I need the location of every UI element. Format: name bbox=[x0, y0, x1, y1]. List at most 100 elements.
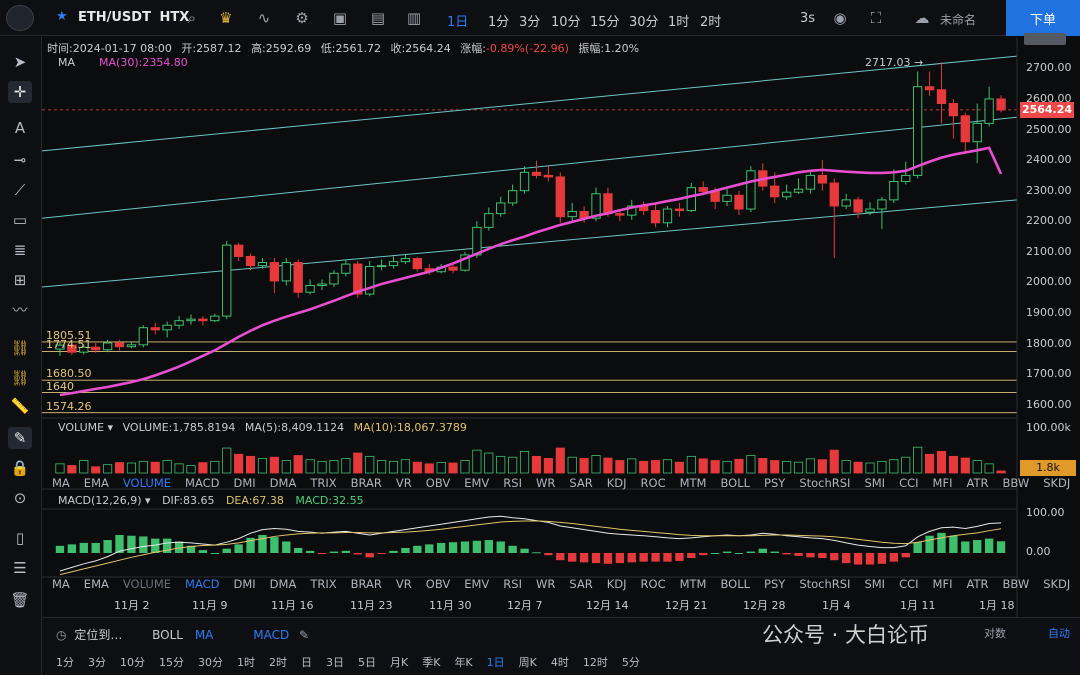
layout-name[interactable]: 未命名 bbox=[940, 13, 977, 27]
indicator-tab-dma[interactable]: DMA bbox=[269, 577, 297, 591]
candle[interactable] bbox=[531, 160, 542, 179]
indicator-tab-stochrsi[interactable]: StochRSI bbox=[799, 577, 851, 591]
indicator-tab-ma[interactable]: MA bbox=[52, 476, 70, 490]
candle[interactable] bbox=[722, 189, 732, 206]
pen-icon[interactable]: ✎ bbox=[8, 427, 32, 449]
multi-chart-icon[interactable]: ▥ bbox=[406, 9, 422, 27]
indicator-tab-vr[interactable]: VR bbox=[395, 476, 412, 490]
indicator-tab-smi[interactable]: SMI bbox=[864, 577, 886, 591]
lock-icon[interactable]: 🔒 bbox=[10, 459, 30, 477]
candle[interactable] bbox=[674, 202, 685, 217]
candle[interactable] bbox=[496, 196, 506, 217]
bottom-interval-16[interactable]: 12时 bbox=[582, 656, 608, 669]
bottom-interval-12[interactable]: 年K bbox=[454, 656, 473, 669]
axis-scroll-handle[interactable] bbox=[1024, 33, 1066, 45]
candle[interactable] bbox=[186, 314, 196, 325]
bottom-interval-9[interactable]: 5日 bbox=[358, 656, 376, 669]
interval-1h[interactable]: 1时 bbox=[668, 15, 690, 30]
link-icon[interactable]: ⛓ bbox=[10, 339, 30, 357]
candle[interactable] bbox=[686, 183, 696, 213]
indicator-tab-volume[interactable]: VOLUME bbox=[122, 476, 172, 490]
candle[interactable] bbox=[174, 316, 184, 329]
indicator-tab-sar[interactable]: SAR bbox=[569, 476, 593, 490]
indicator-tab-brar[interactable]: BRAR bbox=[350, 577, 382, 591]
bottom-interval-14[interactable]: 周K bbox=[518, 656, 537, 669]
indicator-tab-macd[interactable]: MACD bbox=[185, 476, 220, 490]
indicator-tab-roc[interactable]: ROC bbox=[640, 577, 666, 591]
indicator-tab-atr[interactable]: ATR bbox=[966, 577, 989, 591]
candle[interactable] bbox=[198, 316, 208, 326]
candle[interactable] bbox=[412, 257, 423, 272]
candle[interactable] bbox=[507, 184, 518, 206]
indicator-tab-bbw[interactable]: BBW bbox=[1002, 577, 1030, 591]
bottom-interval-3[interactable]: 15分 bbox=[159, 656, 184, 669]
magnet-icon[interactable]: ⛓ bbox=[10, 369, 30, 387]
indicator-tab-atr[interactable]: ATR bbox=[966, 476, 989, 490]
volume-legend[interactable]: VOLUME ▾ VOLUME:1,785.8194 MA(5):8,409.1… bbox=[58, 421, 467, 434]
candle[interactable] bbox=[67, 342, 77, 356]
candle[interactable] bbox=[996, 95, 1006, 113]
candle[interactable] bbox=[734, 190, 744, 216]
indicator-tab-boll[interactable]: BOLL bbox=[720, 577, 751, 591]
channel-upper[interactable] bbox=[42, 55, 1018, 152]
indicator-tab-trix[interactable]: TRIX bbox=[310, 577, 337, 591]
favorite-star-icon[interactable]: ★ bbox=[56, 9, 68, 24]
candle[interactable] bbox=[793, 178, 804, 194]
locate-button[interactable]: 定位到… bbox=[74, 628, 123, 642]
exchange-logo[interactable] bbox=[6, 5, 34, 31]
indicator-tab-ema[interactable]: EMA bbox=[83, 476, 109, 490]
indicator-tab-ema[interactable]: EMA bbox=[83, 577, 109, 591]
candle[interactable] bbox=[912, 71, 923, 179]
indicator-tab-ma[interactable]: MA bbox=[52, 577, 70, 591]
candle[interactable] bbox=[79, 344, 89, 355]
candle[interactable] bbox=[126, 341, 137, 349]
candle[interactable] bbox=[257, 257, 268, 269]
chart-canvas[interactable] bbox=[42, 37, 1080, 617]
settings-gear-icon[interactable]: ⚙ bbox=[295, 9, 309, 27]
candle[interactable] bbox=[853, 196, 863, 219]
crosshair-icon[interactable]: ✛ bbox=[8, 81, 32, 103]
indicator-tab-wr[interactable]: WR bbox=[535, 577, 556, 591]
indicator-tab-volume[interactable]: VOLUME bbox=[122, 577, 172, 591]
candle[interactable] bbox=[138, 325, 149, 348]
candle[interactable] bbox=[400, 254, 411, 265]
bottom-interval-0[interactable]: 1分 bbox=[56, 656, 74, 669]
candle[interactable] bbox=[448, 264, 458, 274]
bottom-interval-2[interactable]: 10分 bbox=[120, 656, 145, 669]
indicator-tab-roc[interactable]: ROC bbox=[640, 476, 666, 490]
bottom-interval-10[interactable]: 月K bbox=[390, 656, 409, 669]
indicator-tab-mfi[interactable]: MFI bbox=[932, 476, 953, 490]
indicator-tab-vr[interactable]: VR bbox=[395, 577, 412, 591]
candle[interactable] bbox=[317, 279, 327, 291]
indicator-tab-macd[interactable]: MACD bbox=[185, 577, 220, 591]
bottom-interval-5[interactable]: 1时 bbox=[237, 656, 255, 669]
candle[interactable] bbox=[984, 86, 994, 127]
indicator-tab-psy[interactable]: PSY bbox=[764, 476, 786, 490]
indicator-tab-obv[interactable]: OBV bbox=[425, 476, 451, 490]
candle[interactable] bbox=[102, 339, 113, 353]
interval-2h[interactable]: 2时 bbox=[700, 15, 722, 30]
candle[interactable] bbox=[245, 253, 256, 271]
search-icon[interactable]: ⌕ bbox=[187, 9, 197, 27]
indicator-tab-kdj[interactable]: KDJ bbox=[606, 577, 627, 591]
indicator-tab-stochrsi[interactable]: StochRSI bbox=[799, 476, 851, 490]
bottom-interval-17[interactable]: 5分 bbox=[621, 656, 640, 669]
text-tool-icon[interactable]: A bbox=[14, 119, 26, 137]
indicator-tab-emv[interactable]: EMV bbox=[464, 476, 490, 490]
indicator-tab-smi[interactable]: SMI bbox=[864, 476, 886, 490]
indicator-tab-brar[interactable]: BRAR bbox=[350, 476, 382, 490]
indicator-tab-bbw[interactable]: BBW bbox=[1002, 476, 1030, 490]
indicator-tab-cci[interactable]: CCI bbox=[899, 577, 919, 591]
candle[interactable] bbox=[233, 242, 244, 262]
grid-tool-icon[interactable]: ⊞ bbox=[13, 271, 27, 289]
candle[interactable] bbox=[484, 207, 494, 231]
bottom-interval-6[interactable]: 2时 bbox=[269, 656, 287, 669]
candle[interactable] bbox=[543, 166, 554, 182]
indicator-tab-obv[interactable]: OBV bbox=[425, 577, 451, 591]
candle[interactable] bbox=[781, 184, 792, 200]
indicator-tab-mfi[interactable]: MFI bbox=[932, 577, 953, 591]
bookmark-icon[interactable]: ▯ bbox=[15, 529, 25, 547]
candle[interactable] bbox=[924, 71, 935, 96]
cursor-arrow-icon[interactable]: ➤ bbox=[13, 53, 27, 71]
candle[interactable] bbox=[555, 172, 565, 223]
